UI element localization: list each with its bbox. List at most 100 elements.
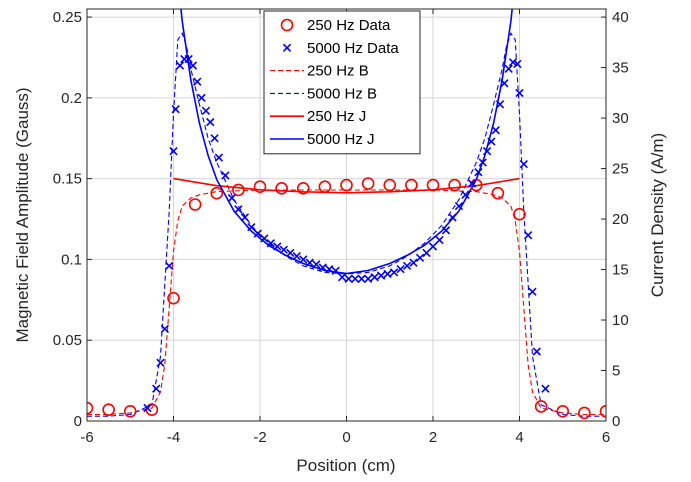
data-point	[253, 180, 267, 194]
x-axis-title: Position (cm)	[296, 456, 395, 475]
right-y-tick-label: 15	[612, 262, 629, 279]
data-point	[340, 178, 353, 192]
data-point	[152, 384, 161, 393]
data-point	[227, 193, 237, 203]
data-point	[422, 248, 431, 258]
data-point	[305, 258, 314, 267]
data-point	[504, 64, 513, 73]
data-point	[361, 177, 375, 190]
data-point	[221, 171, 230, 180]
right-y-tick-label: 20	[612, 211, 629, 228]
data-point	[448, 213, 457, 222]
data-point	[487, 137, 496, 146]
data-point	[515, 88, 524, 98]
data-point	[396, 264, 405, 274]
data-point	[534, 400, 548, 413]
data-point	[523, 231, 533, 240]
series-5000-hz-j	[180, 9, 513, 275]
data-point	[331, 266, 340, 275]
data-point	[275, 182, 288, 195]
left-y-tick-label: 0	[74, 413, 82, 430]
right-y-tick-label: 25	[612, 161, 629, 178]
data-point	[169, 147, 178, 156]
legend-label: 250 Hz J	[307, 108, 366, 125]
x-tick-label: 2	[429, 429, 437, 446]
right-y-tick-label: 35	[612, 60, 629, 77]
data-point	[102, 403, 115, 416]
series-5000-hz-data	[143, 54, 550, 413]
data-point	[171, 105, 180, 114]
data-point	[260, 234, 269, 243]
data-point	[428, 242, 438, 251]
legend-label: 5000 Hz J	[307, 131, 375, 148]
legend-label: 5000 Hz B	[307, 85, 377, 102]
data-point	[266, 239, 275, 248]
legend-label: 5000 Hz Data	[307, 40, 399, 57]
data-point	[500, 79, 509, 88]
data-point	[318, 263, 327, 272]
legend-label: 250 Hz B	[307, 63, 369, 80]
data-point	[156, 358, 165, 368]
data-point	[292, 252, 301, 261]
data-point	[441, 226, 451, 235]
data-point	[286, 248, 295, 258]
data-point	[175, 61, 185, 70]
data-point	[409, 258, 418, 267]
series-line	[180, 9, 513, 275]
data-point	[495, 100, 505, 109]
left-y-tick-label: 0.05	[53, 332, 82, 349]
data-point	[214, 153, 224, 162]
data-point	[383, 269, 392, 279]
data-point	[318, 180, 332, 194]
data-point	[532, 347, 541, 356]
data-point	[426, 178, 440, 192]
right-y-tick-label: 5	[612, 363, 620, 380]
data-point	[165, 261, 174, 271]
data-point	[123, 405, 137, 418]
data-point	[279, 245, 288, 254]
data-point	[528, 287, 537, 296]
x-tick-label: 6	[602, 429, 610, 446]
data-point	[312, 260, 321, 269]
ticks: -6 -4 -2 0 2 4 600.050.10.150.20.2505101520253…	[53, 9, 629, 446]
data-point	[273, 242, 282, 251]
data-point	[201, 106, 211, 115]
data-point	[491, 126, 500, 135]
data-point	[405, 178, 418, 192]
data-point	[402, 261, 412, 271]
data-point	[188, 61, 198, 70]
data-point	[344, 274, 353, 283]
x-tick-label: -4	[167, 429, 180, 446]
data-point	[247, 222, 256, 232]
x-tick-label: -2	[253, 429, 266, 446]
series-line	[173, 177, 520, 194]
right-axis-title: Current Density (A/m)	[648, 133, 667, 297]
left-axis-title: Magnetic Field Amplitude (Gauss)	[13, 87, 32, 342]
data-point	[461, 190, 470, 199]
legend-label: 250 Hz Data	[307, 17, 391, 34]
legend-box	[263, 10, 421, 155]
left-y-tick-label: 0.25	[53, 9, 82, 26]
data-point	[363, 274, 373, 283]
series-layer	[87, 9, 606, 420]
data-point	[160, 324, 170, 334]
series-250-hz-j	[173, 177, 520, 194]
data-point	[210, 134, 219, 143]
data-point	[87, 401, 94, 415]
data-point	[474, 168, 483, 177]
right-y-tick-label: 40	[612, 9, 629, 26]
data-point	[143, 403, 152, 413]
left-y-tick-label: 0.1	[61, 251, 82, 268]
data-point	[478, 158, 487, 167]
data-point	[541, 384, 550, 393]
legend: 250 Hz Data 5000 Hz Data 250 Hz B 5000 Hz B…	[263, 10, 421, 155]
data-point	[299, 255, 308, 264]
data-point	[188, 198, 202, 211]
data-point	[454, 201, 464, 211]
data-point	[253, 229, 263, 238]
data-point	[350, 274, 360, 283]
data-point	[467, 179, 477, 188]
data-point	[435, 235, 444, 245]
data-point	[578, 406, 591, 420]
